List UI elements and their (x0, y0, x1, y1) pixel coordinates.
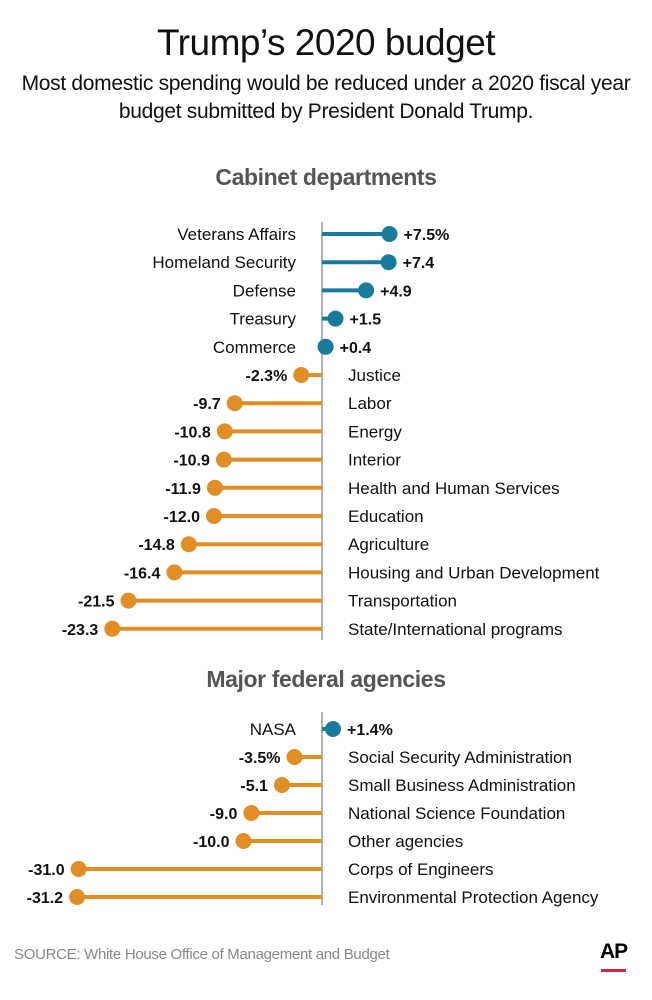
ap-logo-bar (601, 969, 626, 972)
category-label: Interior (348, 451, 401, 470)
value-label: -14.8 (138, 537, 175, 554)
category-label: Agriculture (348, 535, 429, 554)
value-label: +1.4% (347, 722, 393, 739)
lollipop-dot (380, 254, 397, 271)
category-label: Health and Human Services (348, 479, 560, 498)
lollipop-dot (381, 226, 398, 242)
category-label: Homeland Security (152, 253, 296, 272)
lollipop-dot (206, 479, 223, 496)
category-label: Transportation (348, 592, 457, 611)
source-note: SOURCE: White House Office of Management… (14, 946, 390, 963)
category-label: Labor (348, 394, 392, 413)
lollipop-dot (69, 889, 86, 905)
category-label: Defense (233, 281, 296, 300)
chart-title: Trump’s 2020 budget (156, 22, 496, 63)
ap-logo: AP (600, 940, 628, 963)
value-label: -11.9 (165, 481, 201, 498)
category-label: State/International programs (348, 620, 563, 639)
category-label: Housing and Urban Development (348, 563, 600, 582)
lollipop-dot (120, 592, 137, 609)
lollipop-dot (206, 508, 222, 524)
lollipop-dot (226, 395, 243, 412)
lollipop-dot (104, 620, 121, 637)
value-label: -12.0 (164, 509, 201, 526)
lollipop-dot (243, 805, 260, 821)
value-label: +1.5 (350, 312, 382, 329)
category-label: Veterans Affairs (177, 225, 296, 244)
category-label: Justice (348, 366, 401, 385)
category-label: National Science Foundation (348, 804, 565, 823)
value-label: +0.4 (340, 340, 372, 357)
category-label: Small Business Administration (348, 776, 576, 795)
value-label: -10.9 (173, 453, 210, 470)
category-label: Energy (348, 422, 402, 441)
section-title-agencies: Major federal agencies (206, 666, 446, 692)
chart-subtitle: Most domestic spending would be reduced … (21, 72, 631, 123)
category-label: Other agencies (348, 832, 463, 851)
value-label: -10.0 (193, 834, 230, 851)
lollipop-dot (70, 861, 87, 877)
lollipop-dot (327, 310, 344, 327)
category-label: Commerce (213, 338, 296, 357)
lollipop-dot (286, 749, 303, 765)
category-label: Education (348, 507, 424, 526)
value-label: -31.0 (28, 862, 65, 879)
value-label: -10.8 (174, 424, 211, 441)
lollipop-dot (317, 338, 334, 355)
category-label: NASA (250, 720, 297, 739)
category-label: Treasury (230, 310, 297, 329)
category-label: Social Security Administration (348, 748, 572, 767)
lollipop-dot (215, 451, 232, 468)
value-label: -31.2 (27, 890, 64, 907)
section-title-cabinet: Cabinet departments (215, 164, 437, 190)
lollipop-dot (358, 282, 375, 299)
value-label: -23.3 (62, 622, 99, 639)
lollipop-dot (180, 536, 197, 553)
value-label: +4.9 (380, 283, 412, 300)
lollipop-dot (293, 367, 310, 383)
lollipop-dot (235, 833, 252, 849)
category-label: Corps of Engineers (348, 860, 494, 879)
lollipop-dot (216, 423, 233, 440)
lollipop-dot (324, 721, 341, 737)
value-label: -21.5 (78, 594, 115, 611)
value-label: -9.0 (210, 806, 238, 823)
value-label: -16.4 (124, 565, 161, 582)
value-label: -3.5% (239, 750, 281, 767)
lollipop-dot (166, 564, 183, 581)
value-label: -5.1 (240, 778, 268, 795)
value-label: -9.7 (193, 396, 221, 413)
lollipop-dot (273, 777, 290, 793)
category-label: Environmental Protection Agency (348, 888, 599, 907)
value-label: -2.3% (246, 368, 288, 385)
value-label: +7.5% (404, 227, 450, 244)
value-label: +7.4 (403, 255, 435, 272)
